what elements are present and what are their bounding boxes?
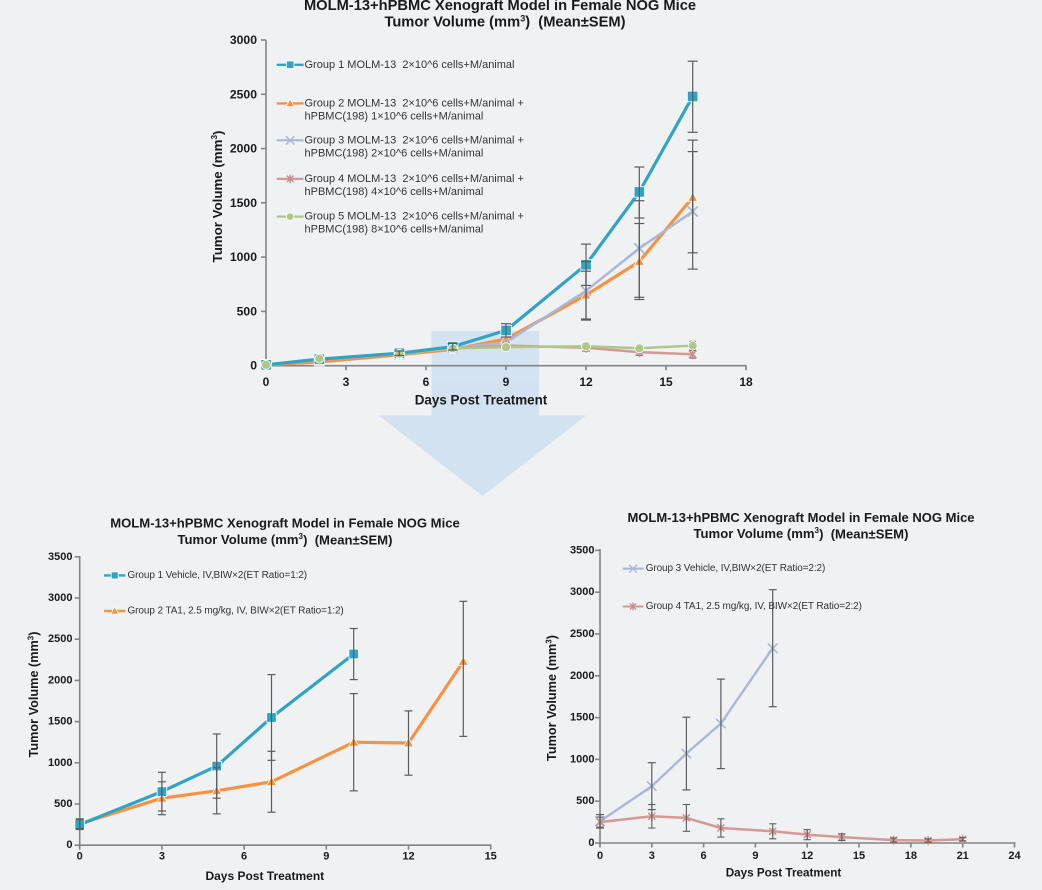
svg-text:12: 12 [579, 375, 593, 389]
svg-text:3000: 3000 [230, 33, 257, 47]
svg-text:2000: 2000 [230, 142, 257, 156]
svg-text:3000: 3000 [48, 592, 72, 604]
svg-text:0: 0 [263, 375, 270, 389]
svg-text:9: 9 [323, 851, 329, 863]
svg-text:12: 12 [801, 850, 813, 862]
svg-text:Group 3 Vehicle, IV,BIW×2(ET R: Group 3 Vehicle, IV,BIW×2(ET Ratio=2:2) [646, 563, 826, 574]
svg-text:Days Post Treatment: Days Post Treatment [205, 869, 324, 883]
svg-text:1500: 1500 [48, 716, 72, 728]
svg-text:hPBMC(198) 8×10^6 cells+M/anim: hPBMC(198) 8×10^6 cells+M/animal [305, 224, 484, 236]
svg-text:Tumor Volume (mm3): Tumor Volume (mm3) [544, 635, 559, 761]
svg-text:Tumor Volume (mm3): Tumor Volume (mm3) [209, 131, 225, 263]
svg-text:Days Post Treatment: Days Post Treatment [415, 393, 548, 408]
svg-text:Group 2 MOLM-13 2×10^6 cells+: Group 2 MOLM-13 2×10^6 cells+M/animal + [305, 97, 524, 109]
svg-text:500: 500 [54, 798, 72, 810]
svg-text:0: 0 [250, 359, 257, 373]
svg-text:24: 24 [1008, 850, 1021, 862]
svg-text:6: 6 [701, 850, 707, 862]
svg-text:2500: 2500 [230, 87, 257, 101]
svg-text:9: 9 [752, 850, 758, 862]
svg-text:hPBMC(198) 4×10^6 cells+M/anim: hPBMC(198) 4×10^6 cells+M/animal [305, 186, 484, 198]
svg-text:Tumor Volume (mm3): Tumor Volume (mm3) [26, 632, 41, 758]
svg-text:3: 3 [159, 851, 165, 863]
svg-text:0: 0 [597, 850, 603, 862]
svg-text:6: 6 [241, 851, 247, 863]
svg-text:3: 3 [343, 375, 350, 389]
svg-text:12: 12 [402, 851, 414, 863]
svg-text:3500: 3500 [570, 544, 594, 556]
svg-text:Tumor Volume (mm3) (Mean±SEM): Tumor Volume (mm3) (Mean±SEM) [178, 532, 393, 547]
svg-text:15: 15 [485, 851, 497, 863]
svg-text:21: 21 [957, 850, 969, 862]
svg-text:3500: 3500 [48, 551, 72, 563]
svg-text:MOLM-13+hPBMC Xenograft Model: MOLM-13+hPBMC Xenograft Model in Female … [110, 515, 460, 530]
svg-text:500: 500 [576, 795, 594, 807]
svg-text:MOLM-13+hPBMC Xenograft Model: MOLM-13+hPBMC Xenograft Model in Female … [627, 510, 974, 525]
svg-text:1000: 1000 [570, 753, 594, 765]
svg-text:18: 18 [905, 850, 917, 862]
svg-text:Group 5 MOLM-13 2×10^6 cells+: Group 5 MOLM-13 2×10^6 cells+M/animal + [305, 211, 524, 223]
svg-text:9: 9 [503, 375, 510, 389]
svg-text:1000: 1000 [230, 250, 257, 264]
svg-text:2500: 2500 [48, 633, 72, 645]
svg-text:hPBMC(198) 2×10^6 cells+M/anim: hPBMC(198) 2×10^6 cells+M/animal [305, 147, 484, 159]
svg-text:Group 1 MOLM-13 2×10^6 cells+: Group 1 MOLM-13 2×10^6 cells+M/animal [305, 59, 515, 71]
svg-text:2500: 2500 [570, 628, 594, 640]
svg-text:Group 2 TA1, 2.5 mg/kg, IV, BI: Group 2 TA1, 2.5 mg/kg, IV, BIW×2(ET Rat… [128, 606, 344, 617]
svg-text:Days Post Treatment: Days Post Treatment [726, 867, 842, 880]
svg-text:1500: 1500 [570, 712, 594, 724]
svg-text:18: 18 [739, 375, 753, 389]
svg-text:Tumor Volume (mm3) (Mean±SEM): Tumor Volume (mm3) (Mean±SEM) [694, 526, 909, 541]
svg-text:500: 500 [237, 304, 258, 318]
svg-text:2000: 2000 [570, 670, 594, 682]
svg-text:2000: 2000 [48, 674, 72, 686]
svg-text:hPBMC(198) 1×10^6 cells+M/anim: hPBMC(198) 1×10^6 cells+M/animal [305, 111, 484, 123]
svg-text:6: 6 [423, 375, 430, 389]
svg-text:Group 3 MOLM-13 2×10^6 cells+: Group 3 MOLM-13 2×10^6 cells+M/animal + [305, 134, 524, 146]
svg-text:0: 0 [588, 837, 594, 849]
svg-text:Tumor Volume (mm3) (Mean±SEM): Tumor Volume (mm3) (Mean±SEM) [384, 14, 625, 31]
svg-text:1500: 1500 [230, 196, 257, 210]
svg-text:15: 15 [853, 850, 865, 862]
svg-text:3: 3 [649, 850, 655, 862]
svg-text:3000: 3000 [570, 586, 594, 598]
svg-text:Group 1 Vehicle, IV,BIW×2(ET R: Group 1 Vehicle, IV,BIW×2(ET Ratio=1:2) [128, 570, 308, 581]
svg-text:0: 0 [77, 851, 83, 863]
svg-text:MOLM-13+hPBMC Xenograft Model: MOLM-13+hPBMC Xenograft Model in Female … [304, 0, 696, 14]
svg-text:1000: 1000 [48, 757, 72, 769]
svg-text:0: 0 [66, 839, 72, 851]
svg-text:Group 4 MOLM-13 2×10^6 cells+: Group 4 MOLM-13 2×10^6 cells+M/animal + [305, 173, 524, 185]
svg-text:15: 15 [659, 375, 673, 389]
svg-text:Group 4 TA1, 2.5 mg/kg, IV, BI: Group 4 TA1, 2.5 mg/kg, IV, BIW×2(ET Rat… [646, 601, 862, 612]
